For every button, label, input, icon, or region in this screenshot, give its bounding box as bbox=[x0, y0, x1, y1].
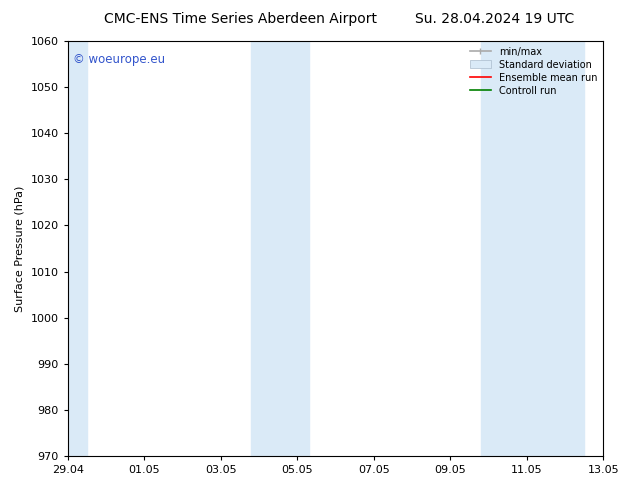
Bar bbox=[68, 41, 87, 456]
Bar bbox=[481, 41, 584, 456]
Text: Su. 28.04.2024 19 UTC: Su. 28.04.2024 19 UTC bbox=[415, 12, 574, 26]
Text: © woeurope.eu: © woeurope.eu bbox=[73, 53, 165, 67]
Y-axis label: Surface Pressure (hPa): Surface Pressure (hPa) bbox=[15, 185, 25, 312]
Legend: min/max, Standard deviation, Ensemble mean run, Controll run: min/max, Standard deviation, Ensemble me… bbox=[466, 43, 601, 99]
Text: CMC-ENS Time Series Aberdeen Airport: CMC-ENS Time Series Aberdeen Airport bbox=[105, 12, 377, 26]
Bar bbox=[251, 41, 309, 456]
